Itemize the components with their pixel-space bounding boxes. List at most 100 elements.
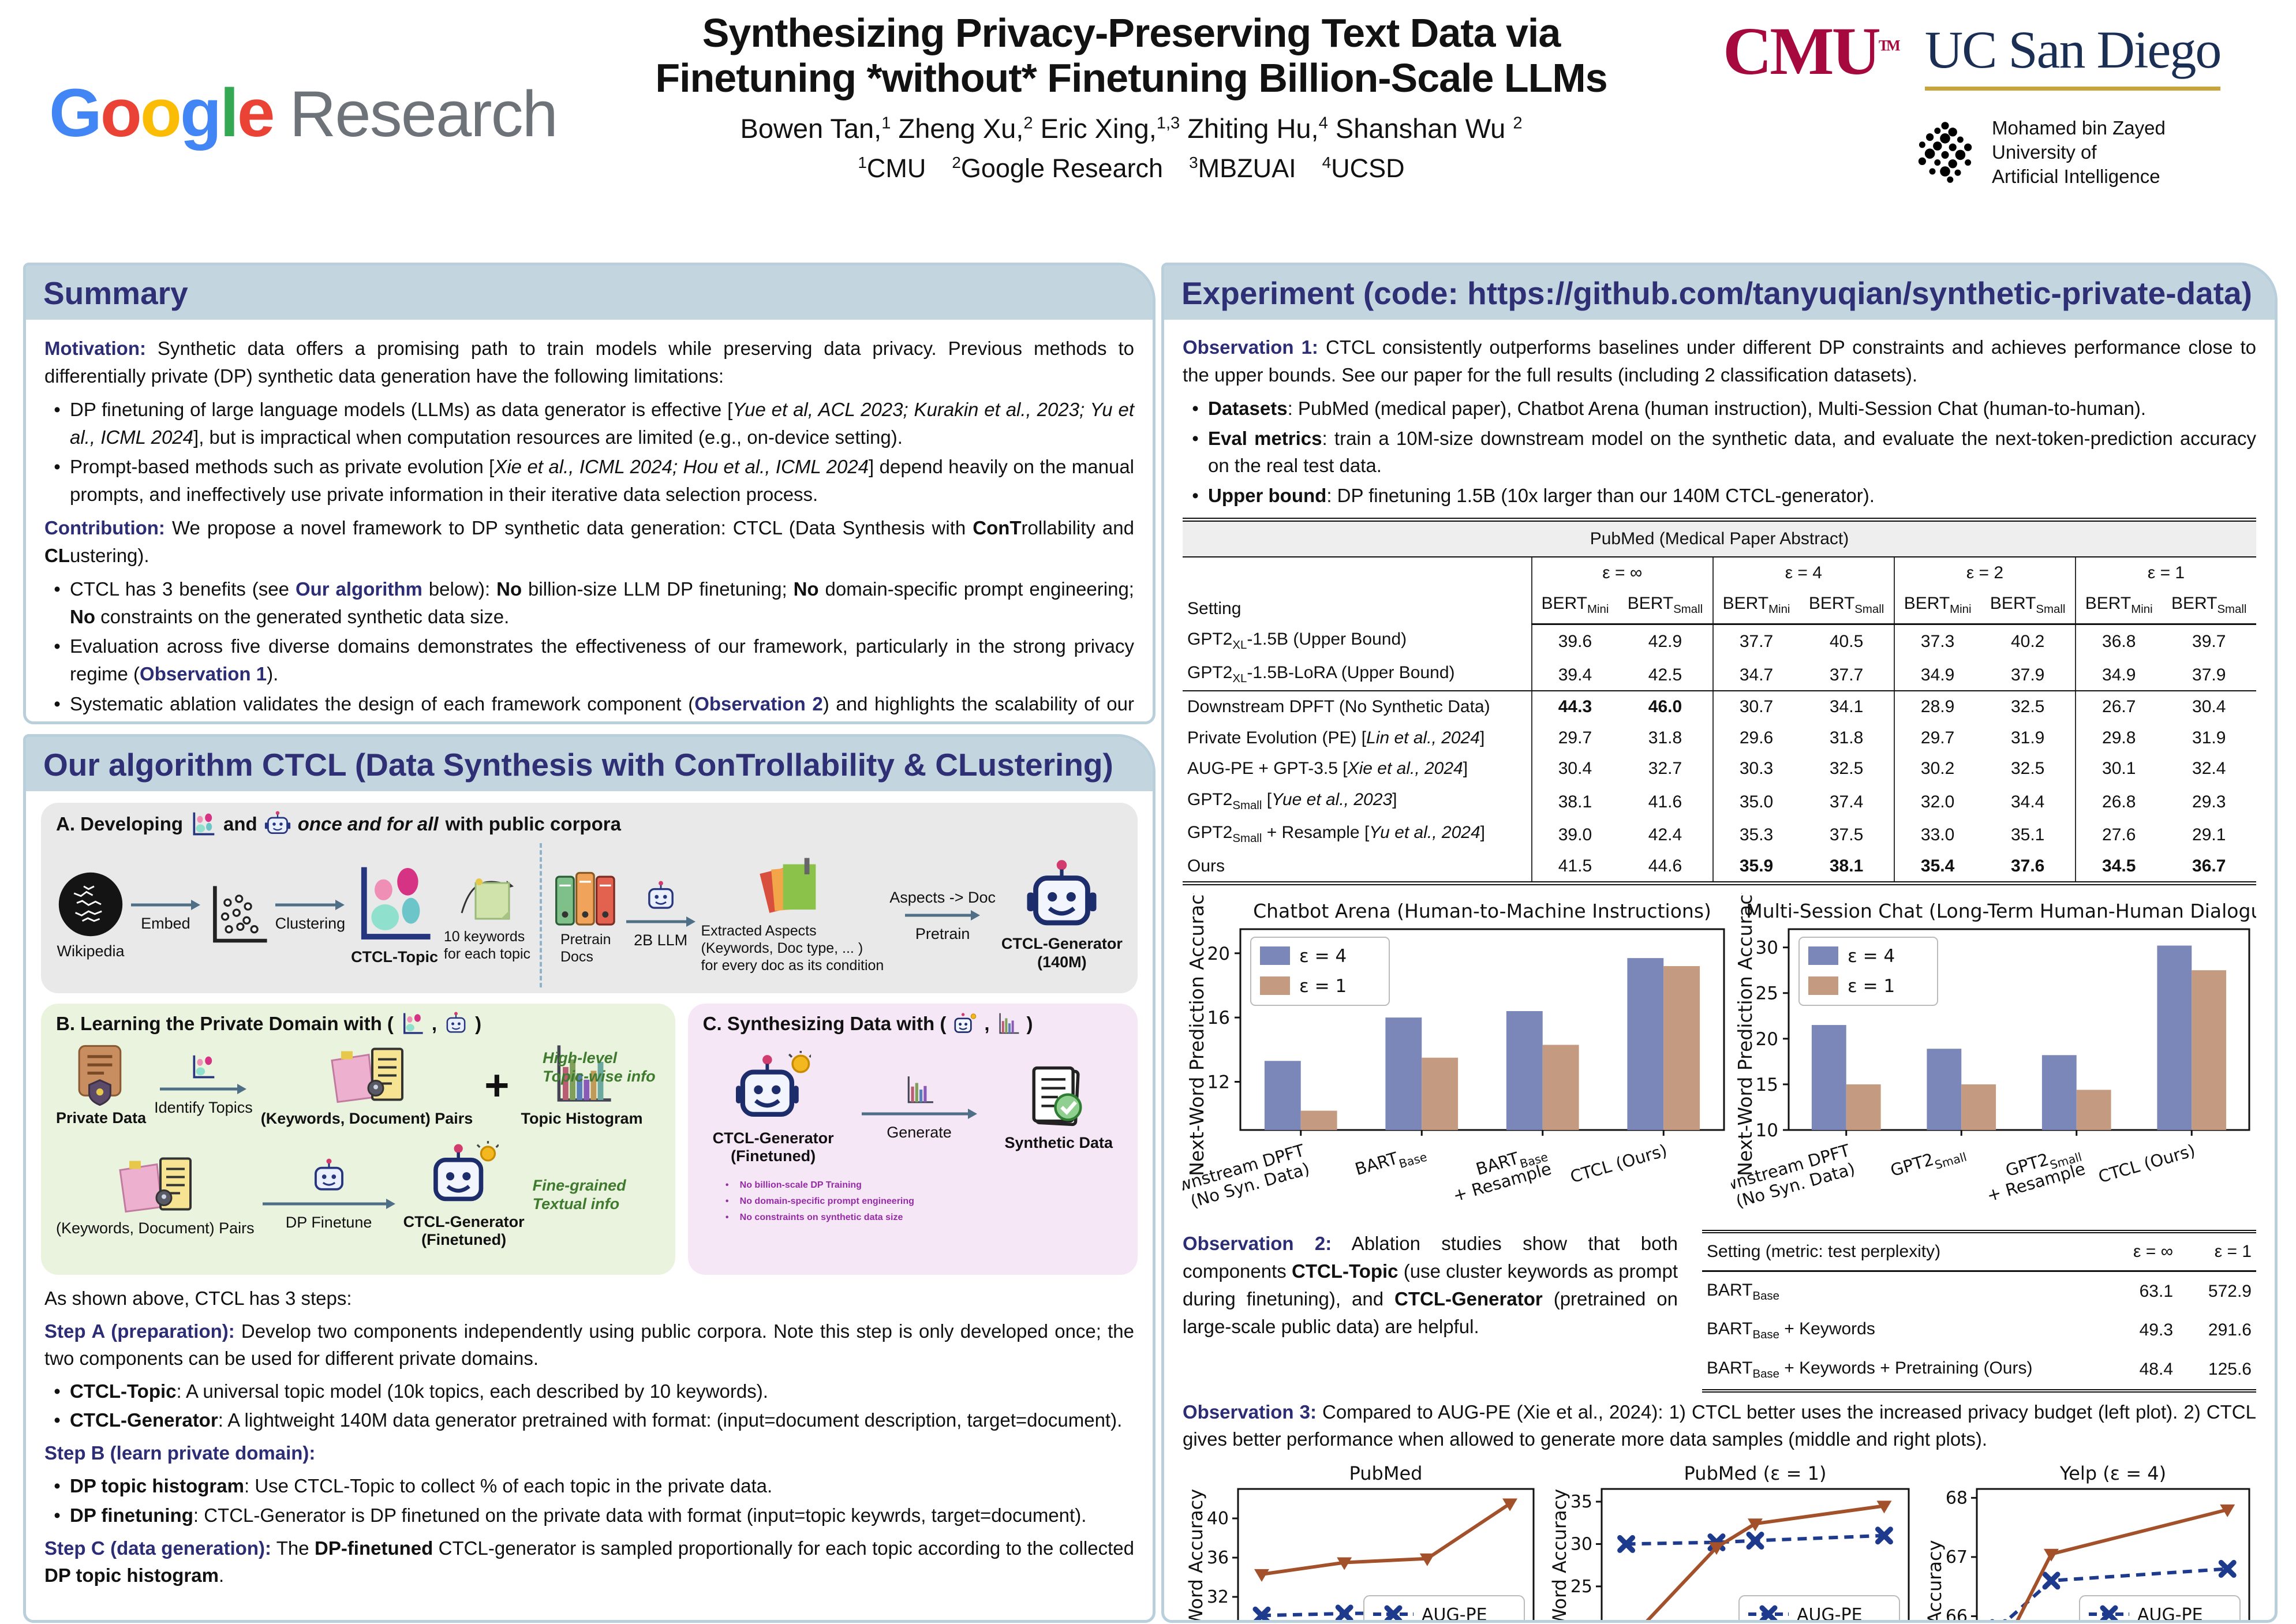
y-tick-label: 10 [1756, 1120, 1778, 1141]
value-cell: 32.5 [2010, 697, 2045, 717]
y-tick-label: 12 [1207, 1072, 1230, 1093]
text-segment: ConT [973, 517, 1022, 539]
step-a-title: A. Developing and once and for all with … [56, 811, 1123, 837]
text-segment: ). [288, 721, 300, 724]
step-b-row2: (Keywords, Document) Pairs DP Finetune C… [56, 1140, 660, 1249]
model-subheader: BERTMini [2074, 588, 2162, 625]
table-caption-row: PubMed (Medical Paper Abstract) [1183, 519, 2256, 557]
bar [1961, 1084, 1996, 1131]
bullet-icon: • [1192, 485, 1199, 507]
text-segment: Our algorithm [295, 578, 422, 600]
bar-charts-row: Chatbot Arena (Human-to-Machine Instruct… [1164, 884, 2275, 1224]
model-subheader: BERTSmall [1618, 588, 1713, 625]
setting-cell: GPT2Small + Resample [Yu et al., 2024] [1183, 817, 1532, 851]
mbzuai-name: Mohamed bin Zayed University of Artifici… [1992, 117, 2166, 188]
bullet-icon: • [1192, 397, 1199, 419]
bullet-icon: • [725, 1196, 729, 1207]
text-segment: No domain-specific prompt engineering [739, 1196, 914, 1207]
x-marker [1875, 1526, 1893, 1545]
bullet-icon: • [1192, 427, 1199, 449]
list-item-text: Prompt-based methods such as private evo… [70, 453, 1134, 508]
text-segment: 2 [952, 153, 961, 171]
value-cell: 30.7 [1712, 691, 1800, 723]
text-segment: . [218, 1564, 225, 1586]
value-cell: 29.8 [2074, 722, 2162, 754]
y-tick-label: 30 [1756, 938, 1778, 959]
y-tick-label: 25 [1570, 1577, 1592, 1597]
cmu-logo: CMUTM [1723, 13, 1901, 89]
text-segment: Yue et al, ACL 2023; Kurakin et al., 202… [70, 398, 1134, 448]
value-cell: 32.5 [1829, 759, 1864, 779]
value-cell: 36.8 [2074, 624, 2162, 657]
x-marker [2218, 1560, 2237, 1578]
ablation-setting-cell: BARTBase + Keywords + Pretraining (Ours) [1702, 1350, 2099, 1391]
x-marker [1252, 1607, 1271, 1620]
value-cell: 39.7 [2192, 632, 2226, 652]
epsilon-group-header: ε = ∞ [1531, 556, 1713, 589]
text-segment: (use cluster keywords as prompt during f… [1183, 1260, 1678, 1309]
text-segment: -1.5B-LoRA (Upper Bound) [1247, 663, 1455, 682]
text-segment: : A universal topic model (10k topics, e… [176, 1380, 768, 1402]
text-segment: ] [1479, 728, 1485, 747]
steps-text: As shown above, CTCL has 3 steps: Step A… [26, 1275, 1153, 1589]
text-segment: CL [44, 544, 70, 566]
setting-cell: Ours [1183, 851, 1532, 884]
value-cell: 36.7 [2192, 856, 2226, 875]
arrow-icon [262, 1198, 395, 1209]
list-item: • No constraints on synthetic data size [715, 1213, 1123, 1223]
text-segment: Upper bound [1208, 485, 1327, 507]
y-tick-label: 20 [1570, 1619, 1592, 1623]
histogram-icon [999, 1013, 1019, 1034]
chart-ylabel: Accuracy [1924, 1540, 1946, 1623]
text-segment: ustering). [70, 544, 149, 566]
text-segment: 2 [1513, 114, 1523, 133]
value-cell: 46.0 [1648, 697, 1682, 717]
x-marker [2042, 1571, 2061, 1590]
text-segment: Contribution: [44, 517, 165, 539]
list-item-text: Evaluation across five diverse domains d… [70, 633, 1134, 688]
bar [1385, 1017, 1422, 1131]
bar [2192, 970, 2227, 1131]
value-cell: 35.4 [1893, 850, 1981, 884]
ablation-header-cell: ε = ∞ [2099, 1232, 2178, 1272]
text-segment: DP-finetuned [314, 1537, 433, 1559]
bullet-icon: • [54, 456, 61, 478]
text-segment: ] [1392, 789, 1397, 809]
bar [2041, 1055, 2077, 1131]
fine-grained-label: Fine-grained Textual info [532, 1176, 626, 1213]
x-marker [1617, 1535, 1636, 1554]
text-segment: Shanshan Wu [1328, 113, 1513, 144]
value-cell: 31.9 [2010, 728, 2045, 747]
value-cell: 42.5 [1618, 657, 1713, 692]
ucsd-logo: UC San Diego [1924, 17, 2222, 91]
generator-finetuned-item: CTCL-Generator (Finetuned) [713, 1051, 834, 1165]
series-line-Ours [1646, 1504, 1884, 1620]
svg-text:CTCL (Ours): CTCL (Ours) [2096, 1140, 2197, 1187]
legend: ε = 4 ε = 1 [1798, 937, 1938, 1006]
keywords-document-icons [330, 1047, 403, 1103]
text-segment: MBZUAI [1198, 153, 1322, 183]
value-cell: 40.2 [2010, 632, 2045, 652]
chart-title: PubMed [1349, 1462, 1423, 1484]
setting-cell: AUG-PE + GPT-3.5 [Xie et al., 2024] [1183, 753, 1532, 784]
list-item: • DP topic histogram: Use CTCL-Topic to c… [44, 1473, 1134, 1500]
text-segment: [ [1262, 789, 1272, 809]
legend: AUG-PEOurs [1363, 1595, 1525, 1623]
topic-histogram-item: Topic Histogram [521, 1043, 643, 1128]
text-segment: No constraints on synthetic data size [739, 1213, 903, 1223]
experiment-heading: Experiment (code: https://github.com/tan… [1164, 265, 2275, 320]
list-item: • CTCL-Generator: A lightweight 140M data… [44, 1407, 1134, 1434]
legend-label: AUG-PE [1422, 1605, 1487, 1623]
arrow-icon [905, 910, 981, 920]
text-segment: Yue et al., 2023 [1272, 789, 1393, 809]
summary-heading: Summary [26, 265, 1153, 320]
bar [1627, 958, 1664, 1131]
summary-panel: Summary Motivation: Synthetic data offer… [23, 263, 1156, 724]
text-segment: UCSD [1331, 153, 1405, 183]
text-segment: 3 [1189, 153, 1198, 171]
motivation-bullets: • DP finetuning of large language models … [44, 396, 1134, 508]
algorithm-diagram: A. Developing and once and for all with … [26, 791, 1153, 1275]
